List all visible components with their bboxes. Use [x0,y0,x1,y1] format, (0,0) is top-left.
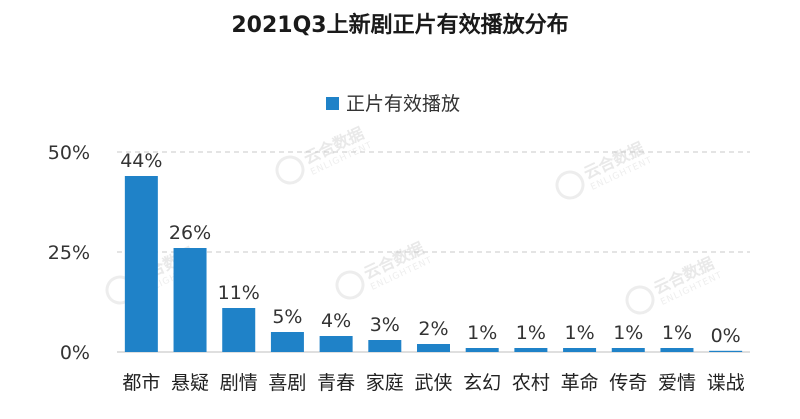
bar [124,176,158,352]
x-category-label: 武侠 [414,372,452,394]
data-label: 0% [711,325,741,347]
bar [417,344,450,352]
bar [514,348,548,352]
bar [563,348,597,352]
data-label: 2% [418,318,448,340]
y-tick-label: 25% [48,242,90,264]
x-category-label: 农村 [512,372,550,394]
data-label: 5% [272,306,302,328]
bar [222,308,256,352]
bar [368,340,402,352]
bar [611,348,645,352]
x-category-label: 喜剧 [268,372,306,394]
data-labels: 44% 26% 11% 5% 4% 3% 2% 1% 1% 1% 1% 1% 0% [120,150,741,347]
data-label: 1% [613,322,643,344]
chart-title: 2021Q3上新剧正片有效播放分布 [231,12,568,38]
x-category-label: 悬疑 [171,372,209,394]
x-category-label: 爱情 [658,372,696,394]
bar [319,336,353,352]
data-label: 26% [169,222,211,244]
data-label: 44% [120,150,162,172]
y-tick-label: 50% [48,142,90,164]
x-category-label: 革命 [561,372,599,394]
x-category-label: 都市 [122,372,160,394]
data-label: 1% [516,322,546,344]
bar [709,350,743,352]
legend-swatch [326,97,339,110]
bar [465,348,499,352]
x-category-label: 剧情 [220,372,258,394]
data-label: 1% [467,322,497,344]
data-label: 1% [662,322,692,344]
y-tick-label: 0% [60,342,90,364]
y-axis-ticks: 0% 25% 50% [48,142,90,364]
data-label: 11% [218,282,260,304]
x-category-label: 家庭 [366,372,404,394]
x-category-label: 玄幻 [463,372,501,394]
data-label: 3% [370,314,400,336]
bars [124,176,743,352]
data-label: 4% [321,310,351,332]
legend: 正片有效播放 [326,93,460,115]
bar [660,348,694,352]
bar [173,248,207,352]
bar [270,332,304,352]
legend-label: 正片有效播放 [346,93,460,115]
x-category-label: 传奇 [609,372,647,394]
x-category-label: 青春 [317,372,355,394]
x-category-label: 谍战 [707,372,745,394]
x-axis-categories: 都市 悬疑 剧情 喜剧 青春 家庭 武侠 玄幻 农村 革命 传奇 爱情 谍战 [122,372,744,394]
data-label: 1% [564,322,594,344]
